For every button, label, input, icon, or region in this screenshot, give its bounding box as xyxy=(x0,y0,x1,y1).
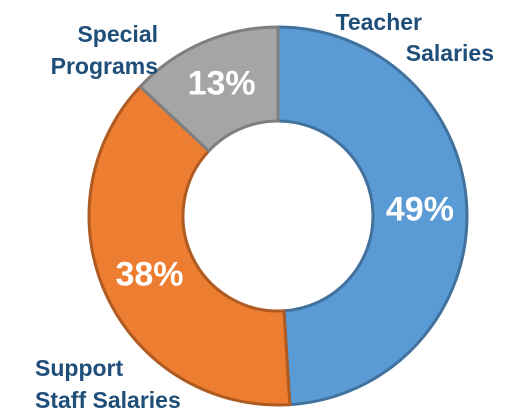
category-label: Support Staff Salaries xyxy=(35,355,181,413)
value-label: 38% xyxy=(115,255,183,293)
donut-slice xyxy=(87,84,292,407)
donut-slice xyxy=(276,25,469,407)
donut-slice xyxy=(138,25,280,154)
category-label: Teacher Salaries xyxy=(335,9,494,66)
category-label: Special Programs xyxy=(51,21,158,79)
value-label: 49% xyxy=(386,191,454,229)
value-label: 13% xyxy=(188,65,256,103)
